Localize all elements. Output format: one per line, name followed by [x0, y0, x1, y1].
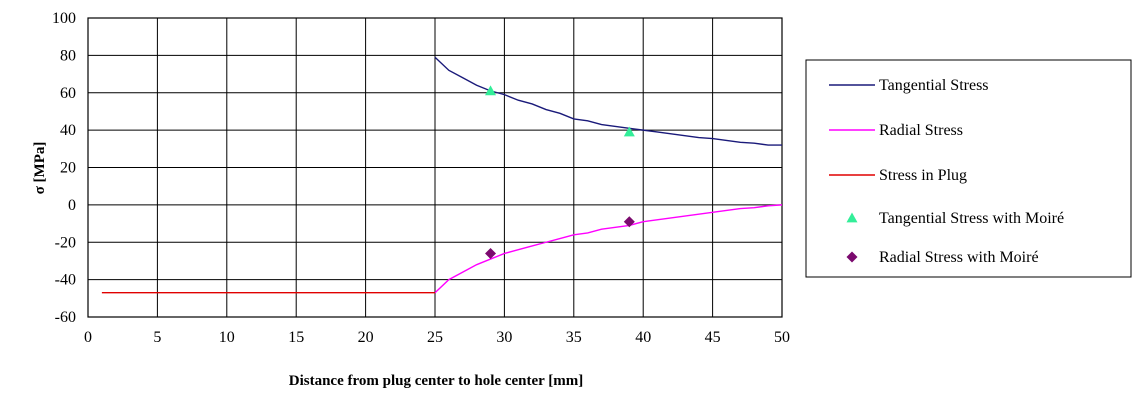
y-tick-label: -40: [55, 272, 76, 289]
y-tick-label: -20: [55, 234, 76, 251]
x-tick-label: 50: [774, 329, 790, 346]
legend-label: Tangential Stress with Moiré: [879, 210, 1064, 227]
y-tick-label: -60: [55, 309, 76, 326]
legend-label: Radial Stress: [879, 122, 963, 139]
triangle-marker: [485, 85, 497, 96]
triangle-marker: [623, 126, 635, 137]
x-tick-label: 35: [566, 329, 582, 346]
y-tick-label: 80: [60, 47, 76, 64]
diamond-marker: [485, 247, 497, 259]
x-tick-label: 15: [288, 329, 304, 346]
legend: Tangential Stress Radial Stress Stress in …: [805, 59, 1132, 278]
legend-label: Radial Stress with Moiré: [879, 249, 1039, 266]
x-tick-label: 30: [496, 329, 512, 346]
x-tick-labels: 0 5 10 15 20 25 30 35 40 45 50: [84, 329, 790, 346]
x-tick-label: 20: [358, 329, 374, 346]
x-axis-label: Distance from plug center to hole center…: [289, 373, 584, 389]
y-tick-label: 40: [60, 122, 76, 139]
legend-diamond-swatch: [846, 251, 858, 263]
x-tick-label: 0: [84, 329, 92, 346]
y-axis-label: σ [MPa]: [32, 142, 48, 195]
plot-area-frame: [87, 17, 783, 318]
series-layer: [101, 56, 783, 294]
legend-triangle-swatch: [846, 212, 858, 223]
y-tick-label: 0: [68, 197, 76, 214]
y-tick-label: 20: [60, 160, 76, 177]
y-tick-label: 100: [52, 10, 76, 27]
x-tick-label: 45: [705, 329, 721, 346]
x-tick-label: 25: [427, 329, 443, 346]
x-tick-label: 10: [219, 329, 235, 346]
series-line: [434, 204, 783, 294]
y-tick-label: 60: [60, 85, 76, 102]
legend-label: Stress in Plug: [879, 167, 967, 184]
series-line: [434, 56, 782, 146]
legend-label: Tangential Stress: [879, 77, 989, 94]
y-tick-labels: 100 80 60 40 20 0 -20 -40 -60: [52, 10, 76, 326]
diamond-marker: [623, 216, 635, 228]
legend-box: [805, 59, 1132, 278]
grid-lines: [88, 18, 782, 317]
x-tick-label: 40: [635, 329, 651, 346]
x-tick-label: 5: [153, 329, 161, 346]
